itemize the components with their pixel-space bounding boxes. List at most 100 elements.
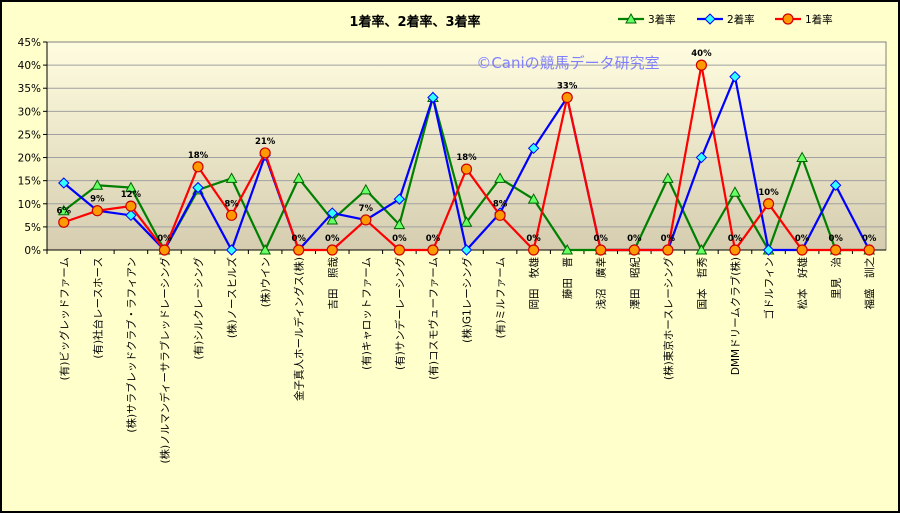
data-label: 10% xyxy=(758,188,779,198)
legend-label: 1着率 xyxy=(805,13,833,26)
marker-triangle xyxy=(561,243,574,255)
marker-triangle xyxy=(292,172,305,183)
x-tick-label: 福盛 訓之 xyxy=(863,257,876,310)
y-axis: 0% 5% 10% 15% 20% 25% 30% 35% 40% 45% xyxy=(18,37,48,257)
marker-diamond xyxy=(427,91,439,104)
marker-circle xyxy=(360,214,372,226)
marker-circle xyxy=(796,244,808,256)
marker-circle xyxy=(729,244,741,256)
x-tick-label: 国本 哲秀 xyxy=(695,257,708,310)
y-tick-label: 40% xyxy=(18,60,41,72)
data-label: 0% xyxy=(291,234,306,244)
marker-triangle xyxy=(57,204,70,216)
data-label: 0% xyxy=(526,234,541,244)
marker-diamond xyxy=(695,151,708,164)
marker-triangle xyxy=(625,12,637,24)
marker-triangle xyxy=(225,172,238,183)
chart-title: 1着率、2着率、3着率 xyxy=(349,14,480,30)
y-tick-label: 25% xyxy=(18,129,41,141)
data-label: 0% xyxy=(828,234,843,244)
x-tick-label: 松本 好雄 xyxy=(796,257,809,310)
marker-diamond xyxy=(58,177,70,189)
series-layer xyxy=(57,59,876,256)
data-label: 21% xyxy=(255,137,276,147)
marker-diamond xyxy=(225,244,238,256)
marker-triangle xyxy=(91,179,104,190)
marker-triangle xyxy=(796,151,808,163)
marker-circle xyxy=(863,244,875,256)
marker-circle xyxy=(460,163,473,175)
marker-circle xyxy=(662,244,674,256)
marker-circle xyxy=(494,209,506,221)
marker-diamond xyxy=(762,244,775,256)
data-label: 9% xyxy=(90,195,105,205)
marker-triangle xyxy=(662,172,674,183)
marker-circle xyxy=(561,91,573,104)
data-label: 0% xyxy=(594,234,609,244)
x-tick-label: (株)G1レーシング xyxy=(461,257,474,343)
legend-item: 2着率 xyxy=(697,13,755,26)
data-labels: 6% 9% 12% 0% 18% 8% 21% 0% 0% 7% 0% 0% 18% 8% 0% 33% 0% 0… xyxy=(57,49,877,244)
series-circle xyxy=(58,59,875,256)
marker-circle xyxy=(158,244,171,256)
x-tick-label: 藤田 晋 xyxy=(562,257,574,299)
x-tick-label: (有)社台レースホース xyxy=(91,257,104,359)
marker-circle xyxy=(293,244,305,256)
data-label: 18% xyxy=(188,151,209,161)
legend-label: 2着率 xyxy=(727,13,755,26)
watermark-text: ©Caniの競馬データ研究室 xyxy=(476,54,659,72)
y-tick-label: 5% xyxy=(24,222,41,234)
legend-label: 3着率 xyxy=(648,13,676,26)
marker-diamond xyxy=(729,70,741,83)
marker-circle xyxy=(125,200,137,212)
marker-circle xyxy=(58,216,70,228)
marker-circle xyxy=(259,147,271,159)
data-label: 0% xyxy=(392,234,407,244)
legend-item: 3着率 xyxy=(618,12,676,26)
x-tick-label: (有)シルクレーシング xyxy=(192,257,205,360)
data-label: 6% xyxy=(57,206,72,216)
marker-circle xyxy=(427,244,439,256)
marker-triangle xyxy=(494,172,506,183)
x-tick-label: (有)コスモヴューファーム xyxy=(427,257,440,380)
marker-diamond xyxy=(326,207,338,219)
x-tick-label: (有)ミルファーム xyxy=(494,257,507,338)
marker-triangle xyxy=(695,243,708,255)
x-tick-label: ゴドルフィン xyxy=(763,257,776,320)
data-label: 7% xyxy=(359,204,374,214)
y-tick-label: 10% xyxy=(18,199,41,211)
x-tick-label: 金子真人ホールディングス(株) xyxy=(293,257,306,401)
plot-area xyxy=(46,41,887,251)
y-tick-label: 45% xyxy=(18,37,41,49)
x-tick-label: DMMドリームクラブ(株) xyxy=(729,257,742,375)
y-tick-label: 20% xyxy=(18,153,41,165)
marker-circle xyxy=(830,244,842,256)
x-tick-label: (株)東京ホースレーシング xyxy=(662,257,675,380)
y-tick-label: 30% xyxy=(18,106,41,118)
x-tick-label: (有)ビッグレッドファーム xyxy=(58,257,71,380)
marker-circle xyxy=(91,205,103,217)
x-tick-label: 澤田 昭紀 xyxy=(628,257,641,310)
marker-triangle xyxy=(729,186,741,197)
data-label: 8% xyxy=(493,199,508,209)
x-tick-label: (有)サンデーレーシング xyxy=(393,257,406,370)
data-label: 0% xyxy=(157,234,172,244)
marker-circle xyxy=(782,13,794,25)
marker-triangle xyxy=(460,216,473,227)
data-label: 18% xyxy=(456,153,477,163)
data-label: 0% xyxy=(325,234,340,244)
x-tick-label: 浅沼 廣幸 xyxy=(595,257,608,310)
x-axis: (有)ビッグレッドファーム (有)社台レースホース (株)サラブレッドクラブ・ラフィ… xyxy=(46,249,886,464)
x-tick-label: 吉田 照哉 xyxy=(326,257,339,310)
data-label: 0% xyxy=(862,234,877,244)
y-tick-label: 15% xyxy=(18,176,41,188)
data-label: 0% xyxy=(661,234,676,244)
x-tick-label: (株)ノルマンディーサラブレッドレーシング xyxy=(158,257,171,464)
marker-triangle xyxy=(326,213,339,225)
data-label: 33% xyxy=(557,81,578,91)
marker-circle xyxy=(595,244,607,256)
x-tick-label: (株)サラブレッドクラブ・ラフィアン xyxy=(125,257,138,433)
marker-diamond xyxy=(704,13,716,25)
marker-diamond xyxy=(527,142,540,155)
y-tick-label: 0% xyxy=(24,245,41,257)
